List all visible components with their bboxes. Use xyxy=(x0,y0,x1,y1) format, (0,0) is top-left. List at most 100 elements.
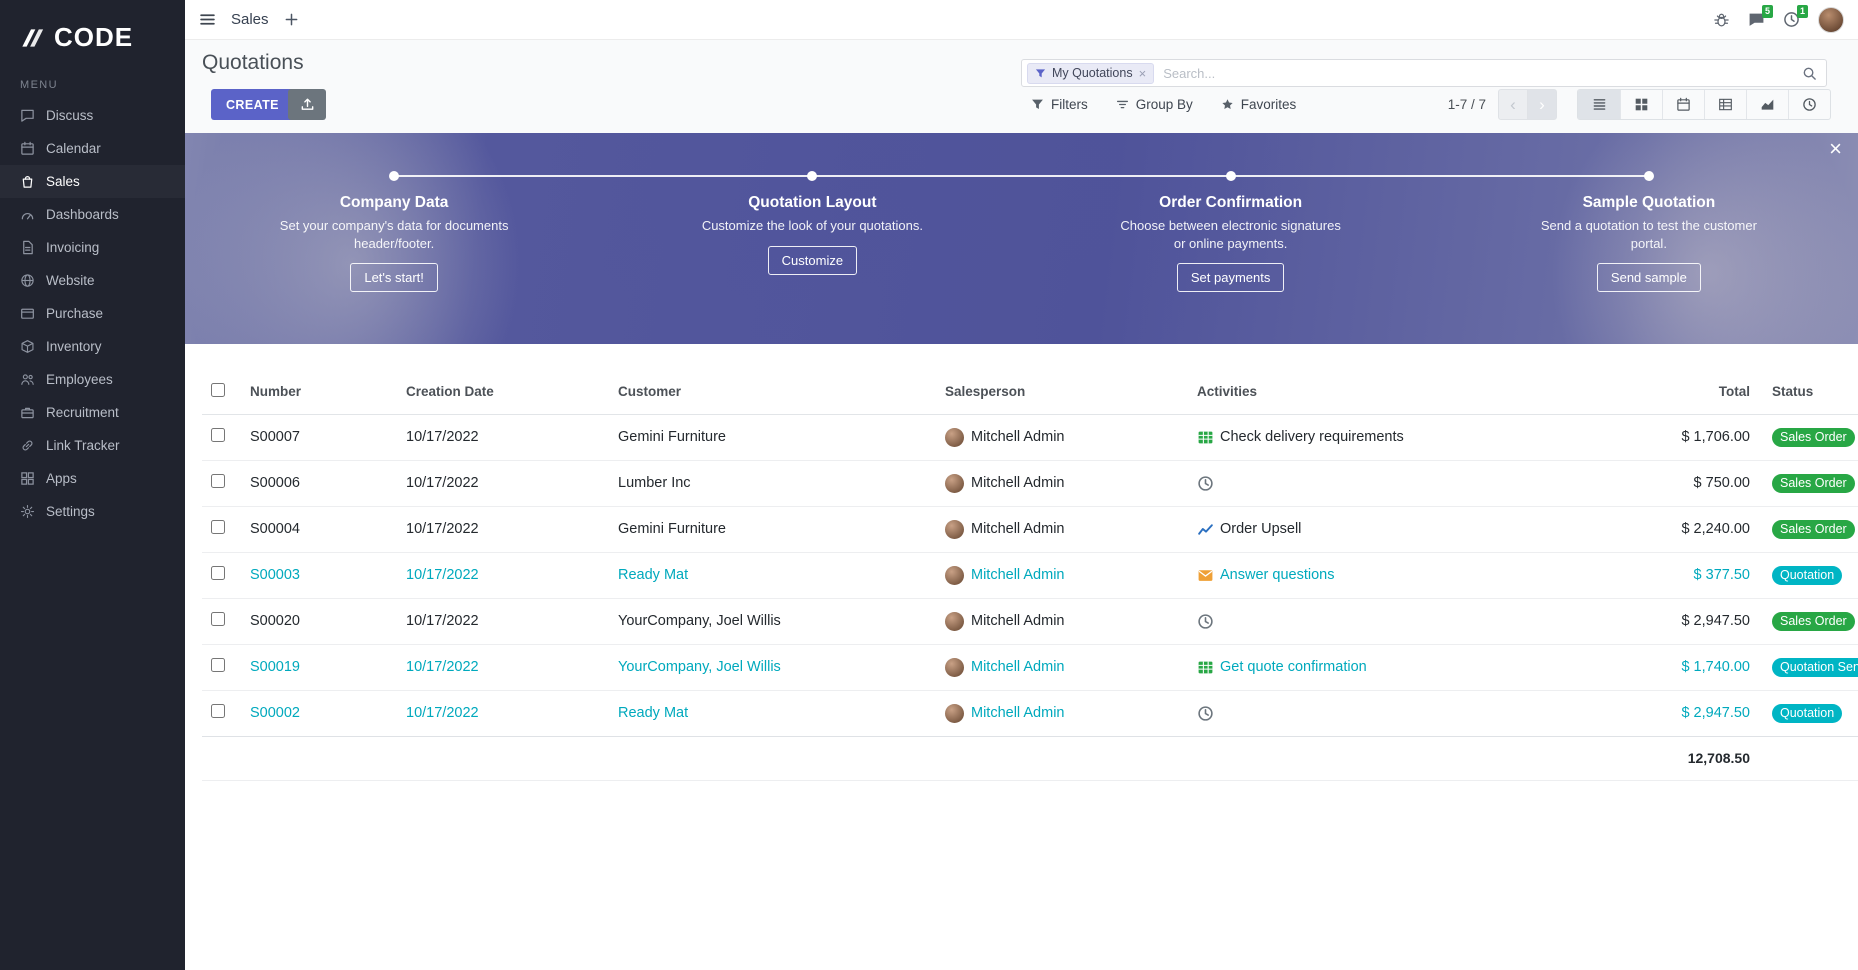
set-payments-button[interactable]: Set payments xyxy=(1176,263,1285,293)
table-row[interactable]: S00004 10/17/2022 Gemini Furniture Mitch… xyxy=(202,505,1858,552)
sidebar: CODE MENU Discuss Calendar Sales Dashboa… xyxy=(0,0,185,970)
activity-label: Check delivery requirements xyxy=(1220,429,1404,445)
activity-cell[interactable] xyxy=(1197,475,1652,492)
calendar-view-button[interactable] xyxy=(1662,90,1704,119)
onboarding-step-order-confirmation: Order Confirmation Choose between electr… xyxy=(1022,171,1440,293)
column-header-salesperson[interactable]: Salesperson xyxy=(937,369,1189,415)
kanban-view-button[interactable] xyxy=(1620,90,1662,119)
column-header-activities[interactable]: Activities xyxy=(1189,369,1660,415)
sidebar-item-label: Discuss xyxy=(46,108,94,123)
group-by-button[interactable]: Group By xyxy=(1116,97,1193,112)
topbar-app-name[interactable]: Sales xyxy=(231,11,269,28)
clock-icon xyxy=(1198,613,1213,629)
search-bar[interactable]: My Quotations × xyxy=(1021,59,1827,87)
kanban-view-icon xyxy=(1635,98,1648,111)
lets-start-button[interactable]: Let's start! xyxy=(350,263,438,293)
bug-icon[interactable] xyxy=(1713,11,1730,28)
activity-cell[interactable] xyxy=(1197,613,1652,630)
app-logo[interactable]: CODE xyxy=(0,0,185,69)
sidebar-item-apps[interactable]: Apps xyxy=(0,462,185,495)
dashboards-icon xyxy=(20,207,35,222)
creation-date: 10/17/2022 xyxy=(406,429,479,445)
table-row[interactable]: S00003 10/17/2022 Ready Mat Mitchell Adm… xyxy=(202,551,1858,598)
activity-cell[interactable]: Get quote confirmation xyxy=(1197,659,1652,676)
list-view-button[interactable] xyxy=(1578,90,1620,119)
spreadsheet-icon xyxy=(1198,431,1213,443)
messages-icon[interactable]: 5 xyxy=(1748,5,1773,28)
graph-view-button[interactable] xyxy=(1746,90,1788,119)
customer-name: Gemini Furniture xyxy=(610,505,937,552)
column-header-number[interactable]: Number xyxy=(242,369,398,415)
activity-cell[interactable]: Order Upsell xyxy=(1197,521,1652,538)
sidebar-item-recruitment[interactable]: Recruitment xyxy=(0,396,185,429)
row-checkbox[interactable] xyxy=(211,704,225,718)
filters-button[interactable]: Filters xyxy=(1031,97,1088,112)
step-dot xyxy=(389,171,400,181)
customer-name: Gemini Furniture xyxy=(618,429,726,445)
user-avatar[interactable] xyxy=(1818,6,1844,33)
sidebar-item-purchase[interactable]: Purchase xyxy=(0,297,185,330)
table-row[interactable]: S00020 10/17/2022 YourCompany, Joel Will… xyxy=(202,597,1858,644)
row-checkbox[interactable] xyxy=(211,520,225,534)
column-header-status[interactable]: Status xyxy=(1770,369,1858,415)
activity-cell[interactable] xyxy=(1197,705,1652,722)
salesperson-avatar xyxy=(945,611,964,631)
send-sample-button[interactable]: Send sample xyxy=(1596,263,1701,293)
row-checkbox[interactable] xyxy=(211,612,225,626)
pager-next-button[interactable]: › xyxy=(1527,89,1557,120)
activity-view-button[interactable] xyxy=(1788,90,1830,119)
table-row[interactable]: S00007 10/17/2022 Gemini Furniture Mitch… xyxy=(202,414,1858,460)
select-all-checkbox[interactable] xyxy=(211,382,225,397)
pager-previous-button[interactable]: ‹ xyxy=(1498,89,1528,120)
activities-icon[interactable]: 1 xyxy=(1783,5,1808,28)
sidebar-item-dashboards[interactable]: Dashboards xyxy=(0,198,185,231)
sidebar-item-sales[interactable]: Sales xyxy=(0,165,185,198)
sidebar-item-discuss[interactable]: Discuss xyxy=(0,99,185,132)
row-checkbox[interactable] xyxy=(211,658,225,672)
create-button[interactable]: CREATE xyxy=(211,89,294,120)
sidebar-item-link-tracker[interactable]: Link Tracker xyxy=(0,429,185,462)
sidebar-item-settings[interactable]: Settings xyxy=(0,495,185,528)
column-header-customer[interactable]: Customer xyxy=(610,369,937,415)
activity-label: Order Upsell xyxy=(1220,521,1302,537)
sidebar-item-employees[interactable]: Employees xyxy=(0,363,185,396)
export-button[interactable] xyxy=(288,89,326,120)
customize-button[interactable]: Customize xyxy=(767,245,858,275)
column-header-creation-date[interactable]: Creation Date xyxy=(398,369,610,415)
search-icon[interactable] xyxy=(1802,66,1817,81)
activity-cell[interactable]: Answer questions xyxy=(1197,567,1652,584)
step-dot xyxy=(1225,171,1236,181)
graph-view-icon xyxy=(1761,99,1774,110)
sidebar-item-invoicing[interactable]: Invoicing xyxy=(0,231,185,264)
table-row[interactable]: S00019 10/17/2022 YourCompany, Joel Will… xyxy=(202,643,1858,690)
creation-date: 10/17/2022 xyxy=(398,597,610,644)
column-header-total[interactable]: Total xyxy=(1660,369,1770,415)
pivot-view-button[interactable] xyxy=(1704,90,1746,119)
table-row[interactable]: S00006 10/17/2022 Lumber Inc Mitchell Ad… xyxy=(202,459,1858,506)
hamburger-menu-icon[interactable] xyxy=(199,11,216,28)
total-amount: $ 2,947.50 xyxy=(1660,597,1770,644)
favorites-button[interactable]: Favorites xyxy=(1221,97,1296,112)
sidebar-item-website[interactable]: Website xyxy=(0,264,185,297)
discuss-icon xyxy=(20,108,35,123)
table-row[interactable]: S00002 10/17/2022 Ready Mat Mitchell Adm… xyxy=(202,689,1858,736)
facet-remove-icon[interactable]: × xyxy=(1138,65,1147,81)
creation-date: 10/17/2022 xyxy=(398,689,610,736)
banner-close-icon[interactable]: × xyxy=(1829,136,1842,161)
row-checkbox[interactable] xyxy=(211,428,225,442)
logo-icon xyxy=(22,28,44,47)
topbar: Sales 5 1 xyxy=(185,0,1858,40)
sidebar-item-inventory[interactable]: Inventory xyxy=(0,330,185,363)
search-facet[interactable]: My Quotations × xyxy=(1027,62,1155,84)
plus-icon[interactable] xyxy=(284,12,299,27)
search-input[interactable] xyxy=(1161,64,1795,82)
total-amount: $ 1,740.00 xyxy=(1660,643,1770,690)
step-dot xyxy=(807,171,818,181)
list-view-icon xyxy=(1593,99,1605,110)
customer-name: YourCompany, Joel Willis xyxy=(610,597,937,644)
upload-icon xyxy=(301,98,313,110)
row-checkbox[interactable] xyxy=(211,566,225,580)
sidebar-item-calendar[interactable]: Calendar xyxy=(0,132,185,165)
activity-cell[interactable]: Check delivery requirements xyxy=(1197,429,1652,446)
row-checkbox[interactable] xyxy=(211,474,225,488)
